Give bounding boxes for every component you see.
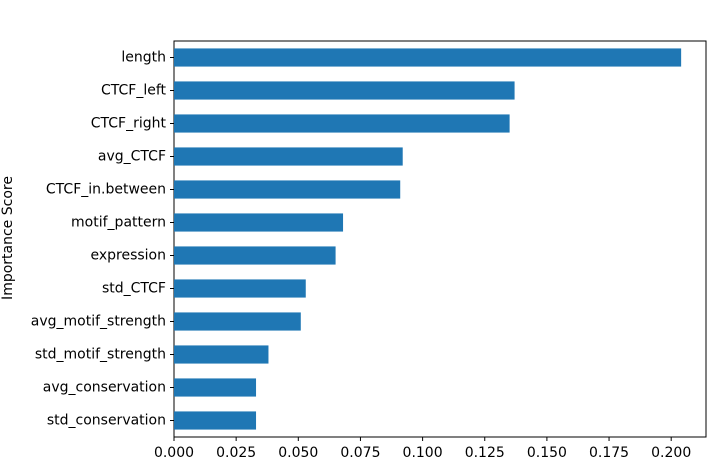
x-tick-label: 0.075 xyxy=(340,445,380,461)
bar-CTCF_in.between xyxy=(174,180,401,199)
y-tick-label: CTCF_in.between xyxy=(46,182,166,198)
bar-std_conservation xyxy=(174,411,257,430)
y-tick-label: avg_conservation xyxy=(43,380,166,396)
y-axis-title: Importance Score xyxy=(0,176,16,300)
x-tick-label: 0.050 xyxy=(278,445,318,461)
bar-CTCF_right xyxy=(174,114,510,133)
y-tick-label: length xyxy=(121,50,166,66)
plot-frame xyxy=(173,40,707,438)
y-tick-label: avg_CTCF xyxy=(98,149,166,165)
bar-avg_CTCF xyxy=(174,147,403,166)
y-tick-label: motif_pattern xyxy=(71,215,166,231)
x-tick-label: 0.125 xyxy=(465,445,505,461)
x-tick-label: 0.025 xyxy=(216,445,256,461)
x-tick-label: 0.200 xyxy=(651,445,691,461)
x-tick-label: 0.100 xyxy=(403,445,443,461)
y-tick-label: CTCF_right xyxy=(91,116,167,132)
x-tick-label: 0.000 xyxy=(154,445,194,461)
x-tick-label: 0.150 xyxy=(527,445,567,461)
bar-motif_pattern xyxy=(174,213,344,232)
y-tick-label: CTCF_left xyxy=(101,83,167,99)
x-tick-label: 0.175 xyxy=(589,445,629,461)
bar-std_motif_strength xyxy=(174,345,269,364)
y-tick-label: std_motif_strength xyxy=(35,347,166,363)
bar-avg_conservation xyxy=(174,378,257,397)
bar-expression xyxy=(174,246,336,265)
y-tick-label: std_conservation xyxy=(47,413,166,429)
bars-group xyxy=(174,48,682,430)
bar-std_CTCF xyxy=(174,279,306,298)
x-axis-ticks: 0.000 0.025 0.050 0.075 0.100 0.125 0.150 0.175… xyxy=(154,437,691,461)
y-tick-label: expression xyxy=(90,248,166,264)
y-tick-label: std_CTCF xyxy=(102,281,166,297)
bar-length xyxy=(174,48,682,67)
bar-avg_motif_strength xyxy=(174,312,301,331)
bar-CTCF_left xyxy=(174,81,515,100)
y-axis-ticks: length CTCF_left CTCF_right avg_CTCF CTCF_in… xyxy=(31,50,174,429)
y-tick-label: avg_motif_strength xyxy=(31,314,166,330)
